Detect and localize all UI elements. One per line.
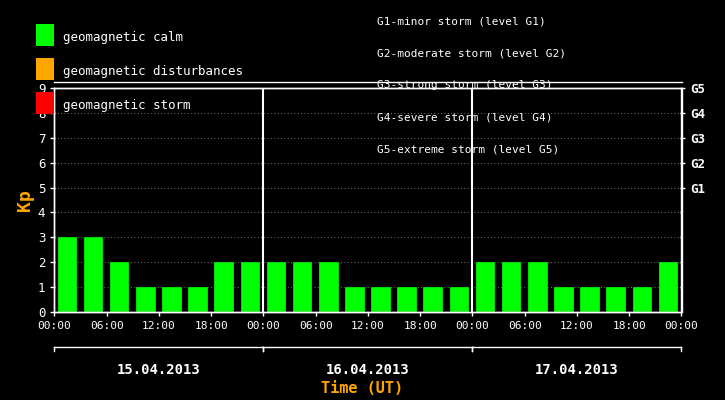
Text: G2-moderate storm (level G2): G2-moderate storm (level G2) — [377, 48, 566, 58]
Bar — [84, 237, 104, 312]
Bar — [110, 262, 130, 312]
Bar — [632, 287, 652, 312]
Bar — [345, 287, 365, 312]
Bar — [397, 287, 417, 312]
Bar — [293, 262, 312, 312]
Bar — [554, 287, 573, 312]
Bar — [606, 287, 626, 312]
Text: G3-strong storm (level G3): G3-strong storm (level G3) — [377, 80, 552, 90]
Text: 16.04.2013: 16.04.2013 — [326, 363, 410, 377]
Bar — [371, 287, 391, 312]
Bar — [162, 287, 182, 312]
Bar — [423, 287, 443, 312]
Bar — [528, 262, 547, 312]
Y-axis label: Kp: Kp — [16, 189, 33, 211]
Bar — [241, 262, 260, 312]
Bar — [658, 262, 678, 312]
Text: geomagnetic disturbances: geomagnetic disturbances — [63, 65, 243, 78]
Text: 17.04.2013: 17.04.2013 — [535, 363, 619, 377]
Bar — [580, 287, 600, 312]
Text: 15.04.2013: 15.04.2013 — [117, 363, 201, 377]
Bar — [267, 262, 286, 312]
Bar — [188, 287, 208, 312]
Bar — [319, 262, 339, 312]
Text: G1-minor storm (level G1): G1-minor storm (level G1) — [377, 16, 546, 26]
Text: geomagnetic calm: geomagnetic calm — [63, 31, 183, 44]
Text: G4-severe storm (level G4): G4-severe storm (level G4) — [377, 112, 552, 122]
Bar — [136, 287, 156, 312]
Bar — [450, 287, 469, 312]
Text: geomagnetic storm: geomagnetic storm — [63, 99, 191, 112]
Bar — [215, 262, 234, 312]
Bar — [58, 237, 78, 312]
Bar — [502, 262, 521, 312]
Bar — [476, 262, 495, 312]
Text: G5-extreme storm (level G5): G5-extreme storm (level G5) — [377, 144, 559, 154]
Text: Time (UT): Time (UT) — [321, 381, 404, 396]
